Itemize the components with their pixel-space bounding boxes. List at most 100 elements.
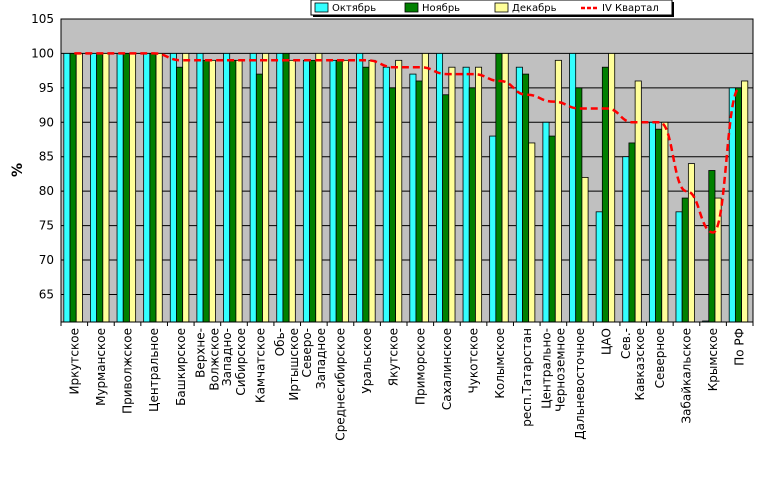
bar bbox=[501, 53, 509, 323]
bar bbox=[143, 53, 151, 323]
bar bbox=[202, 59, 210, 323]
x-tick-label: Сахалинское bbox=[440, 328, 454, 410]
x-tick-label: Волжское bbox=[207, 328, 221, 391]
bar bbox=[122, 53, 130, 323]
bar bbox=[687, 163, 695, 323]
bar bbox=[421, 53, 429, 323]
bar bbox=[675, 211, 683, 323]
quarter-line-series bbox=[74, 52, 741, 234]
legend-swatch bbox=[494, 2, 509, 13]
quarter-line bbox=[74, 52, 741, 234]
bar bbox=[522, 73, 530, 323]
x-tick-label: Западное bbox=[314, 328, 328, 389]
bar bbox=[489, 135, 497, 323]
bar bbox=[182, 53, 190, 323]
y-tick-label: 105 bbox=[31, 12, 54, 26]
bar bbox=[708, 170, 716, 323]
bar bbox=[395, 59, 403, 323]
bar bbox=[388, 87, 396, 323]
bars bbox=[63, 53, 749, 323]
legend-label: Октябрь bbox=[332, 3, 376, 14]
x-tick-label: Сев.- bbox=[619, 328, 633, 359]
bar bbox=[288, 59, 296, 323]
x-tick-label: Уральское bbox=[360, 328, 374, 394]
bar bbox=[436, 53, 444, 323]
x-tick-label: Центрально- bbox=[539, 328, 553, 409]
bar bbox=[542, 121, 550, 323]
x-tick-label: Иркутское bbox=[67, 328, 81, 395]
bar bbox=[569, 53, 577, 323]
bar bbox=[475, 66, 483, 323]
x-tick-labels: Иркутское Мурманское Приволжское Центрально… bbox=[67, 328, 746, 441]
x-tick-label: Кавказское bbox=[633, 328, 647, 401]
x-tick-label: Северное bbox=[653, 328, 667, 388]
bar bbox=[415, 80, 423, 323]
bar bbox=[528, 142, 536, 323]
bar bbox=[362, 66, 370, 323]
bar bbox=[554, 59, 562, 323]
y-tick-labels: 65 70 75 80 85 90 95 100 105 bbox=[31, 12, 54, 301]
bar bbox=[249, 53, 257, 323]
x-tick-label: Черноземное bbox=[553, 328, 567, 412]
y-tick-label: 95 bbox=[39, 81, 54, 95]
x-tick-label: Западно- bbox=[220, 328, 234, 386]
x-tick-label: ЦАО bbox=[600, 328, 614, 355]
bar bbox=[102, 53, 110, 323]
bar bbox=[382, 66, 390, 323]
bar bbox=[255, 73, 263, 323]
bar bbox=[149, 53, 157, 323]
axes bbox=[60, 18, 754, 326]
bar bbox=[169, 53, 177, 323]
legend-label: Декабрь bbox=[512, 3, 557, 14]
bar bbox=[90, 53, 98, 323]
bar bbox=[282, 53, 290, 323]
bar bbox=[575, 87, 583, 323]
x-tick-label: Колымское bbox=[493, 328, 507, 399]
legend-swatch bbox=[404, 2, 419, 13]
bar bbox=[75, 53, 83, 323]
bar bbox=[356, 53, 364, 323]
bar bbox=[96, 53, 104, 323]
bar bbox=[276, 53, 284, 323]
bar bbox=[63, 53, 71, 323]
x-tick-label: Обь- bbox=[273, 328, 287, 356]
x-tick-label: Приморское bbox=[413, 328, 427, 405]
bar bbox=[661, 121, 669, 323]
y-tick-label: 75 bbox=[39, 219, 54, 233]
bar bbox=[634, 80, 642, 323]
bar bbox=[309, 59, 317, 323]
y-tick-label: 85 bbox=[39, 150, 54, 164]
bar bbox=[495, 53, 503, 323]
bar bbox=[329, 59, 337, 323]
bar bbox=[595, 211, 603, 323]
bar bbox=[116, 53, 124, 323]
bar bbox=[648, 121, 656, 323]
bar bbox=[608, 53, 616, 323]
legend-label: Ноябрь bbox=[422, 3, 460, 14]
bar bbox=[155, 53, 163, 323]
x-tick-label: Приволжское bbox=[121, 328, 135, 414]
bar bbox=[714, 197, 722, 323]
bar bbox=[622, 156, 630, 323]
x-tick-label: Камчатское bbox=[254, 328, 268, 403]
bar bbox=[409, 73, 417, 323]
bar bbox=[335, 59, 343, 323]
y-tick-label: 70 bbox=[39, 253, 54, 267]
y-tick-label: 100 bbox=[31, 46, 54, 60]
x-tick-label: Крымское bbox=[706, 328, 720, 391]
legend-box bbox=[310, 0, 673, 16]
bar bbox=[628, 142, 636, 323]
bar bbox=[681, 197, 689, 323]
x-tick-label: Дальневосточное bbox=[573, 328, 587, 440]
bar bbox=[448, 66, 456, 323]
x-tick-label: респ.Татарстан bbox=[520, 328, 534, 427]
x-tick-label: Верхне- bbox=[193, 328, 207, 378]
x-tick-label: Якутское bbox=[387, 328, 401, 386]
y-tick-label: 65 bbox=[39, 287, 54, 301]
x-tick-label: Среднесибирское bbox=[334, 328, 348, 441]
x-tick-label: Забайкальское bbox=[680, 328, 694, 424]
bar bbox=[208, 59, 216, 323]
bar bbox=[229, 59, 237, 323]
bar bbox=[581, 176, 589, 323]
